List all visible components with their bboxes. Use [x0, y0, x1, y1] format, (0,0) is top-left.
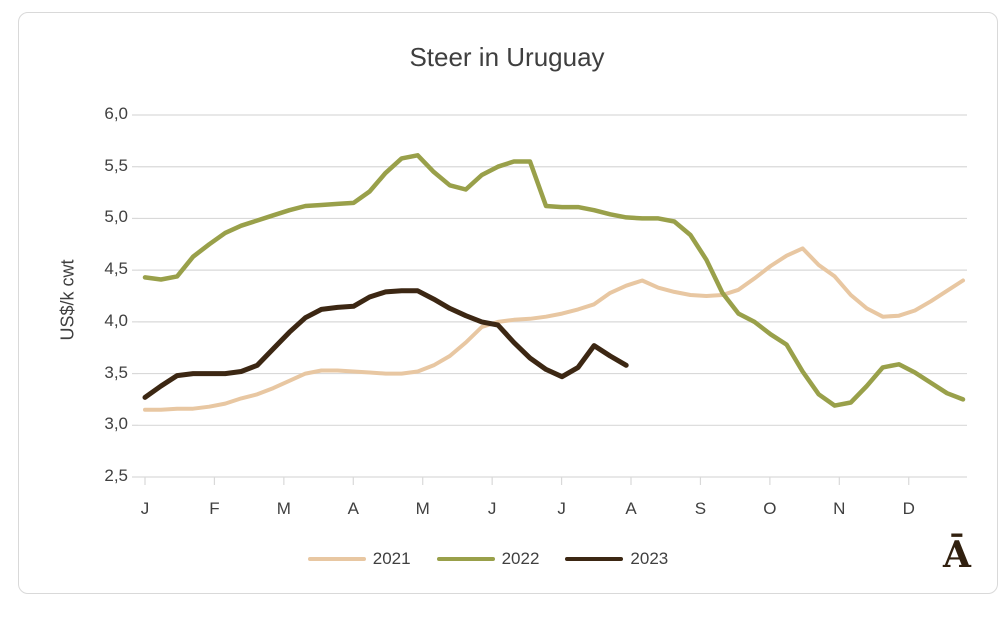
series-line-2022: [142, 153, 966, 408]
legend-swatch-2022: [436, 557, 495, 561]
legend-swatch-2021: [307, 557, 366, 561]
x-tick-label-month: S: [694, 499, 707, 518]
chart-border: [18, 12, 998, 594]
x-tick-label-month: M: [276, 499, 291, 518]
x-tick-label-month: F: [209, 499, 220, 518]
y-tick-label: 3,0: [104, 414, 128, 434]
legend-label-2022: 2022: [501, 549, 540, 568]
x-tick-label-month: J: [487, 499, 497, 518]
series-line-2023: [142, 288, 629, 400]
x-tick-label-month: J: [557, 499, 566, 518]
legend-item-2022: 2022: [436, 549, 540, 569]
y-tick-label: 5,0: [104, 207, 128, 227]
series-line-2021: [143, 246, 965, 412]
legend-label-2021: 2021: [372, 549, 411, 568]
y-tick-label: 2,5: [104, 466, 128, 485]
legend-label-2023: 2023: [630, 549, 669, 568]
x-tick-label-month: D: [902, 499, 915, 518]
legend-swatch-2023: [565, 556, 624, 562]
y-tick-label: 4,5: [104, 259, 128, 279]
y-tick-label: 4,0: [104, 310, 128, 330]
legend-item-2023: 2023: [565, 549, 668, 569]
x-tick-label-month: N: [833, 499, 846, 518]
x-tick-label-month: O: [763, 499, 777, 518]
legend: 2021 2022 2023: [18, 549, 958, 569]
y-tick-label: 6,0: [104, 104, 128, 123]
legend-item-2021: 2021: [307, 549, 411, 569]
x-tick-label-month: A: [347, 499, 359, 518]
chart-title: Steer in Uruguay: [409, 42, 605, 72]
a-macron-glyph: Ā: [943, 534, 971, 576]
x-tick-label-month: M: [415, 499, 430, 518]
y-tick-label: 3,5: [104, 362, 128, 382]
y-tick-label: 5,5: [104, 155, 128, 175]
x-tick-label-month: A: [625, 499, 637, 518]
x-tick-label-month: J: [140, 499, 150, 518]
